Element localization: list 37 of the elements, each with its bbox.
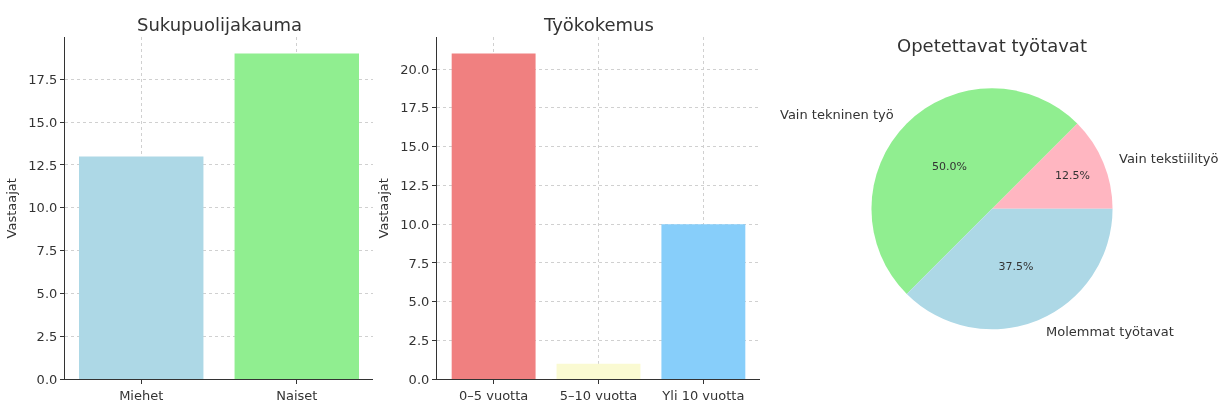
- y-tick-label: 2.5: [36, 329, 58, 345]
- x-tick-label: Miehet: [119, 388, 164, 403]
- x-tick-label: 5–10 vuotta: [559, 388, 638, 403]
- chart-title: Työkokemus: [543, 14, 654, 35]
- data-label: 12.5%: [1055, 168, 1091, 182]
- slice-label: Molemmat työtavat: [1046, 324, 1174, 339]
- chart-title: Sukupuolijakauma: [137, 14, 303, 35]
- x-tick-label: Yli 10 vuotta: [661, 388, 745, 403]
- bar: [451, 53, 536, 380]
- x-tick-label: 0–5 vuotta: [459, 388, 529, 403]
- bar: [661, 224, 746, 380]
- data-label: 50.0%: [931, 159, 967, 173]
- y-tick-label: 17.5: [400, 100, 430, 116]
- y-axis-title: Vastaajat: [4, 178, 20, 239]
- y-tick-label: 7.5: [408, 255, 430, 271]
- y-tick-label: 12.5: [400, 177, 430, 193]
- y-tick-label: 0.0: [408, 371, 430, 387]
- y-tick-label: 10.0: [28, 200, 58, 216]
- y-axis-title: Vastaajat: [376, 178, 392, 239]
- data-label: 37.5%: [998, 260, 1034, 274]
- y-tick-label: 15.0: [28, 114, 58, 130]
- y-tick-label: 10.0: [400, 216, 430, 232]
- y-tick-label: 5.0: [408, 294, 430, 310]
- y-tick-label: 17.5: [28, 71, 58, 87]
- y-tick-label: 7.5: [36, 243, 58, 259]
- y-tick-label: 15.0: [400, 139, 430, 155]
- slice-label: Vain tekstiilityö: [1119, 151, 1219, 166]
- y-tick-label: 20.0: [400, 61, 430, 77]
- y-tick-label: 12.5: [28, 157, 58, 173]
- x-tick-label: Naiset: [276, 388, 318, 403]
- y-tick-label: 2.5: [408, 333, 430, 349]
- bar: [556, 363, 641, 380]
- chart-title: Opetettavat työtavat: [897, 35, 1087, 56]
- slice-label: Vain tekninen työ: [780, 107, 894, 122]
- y-tick-label: 5.0: [36, 286, 58, 302]
- pie-slice: [992, 123, 1113, 209]
- y-tick-label: 0.0: [36, 371, 58, 387]
